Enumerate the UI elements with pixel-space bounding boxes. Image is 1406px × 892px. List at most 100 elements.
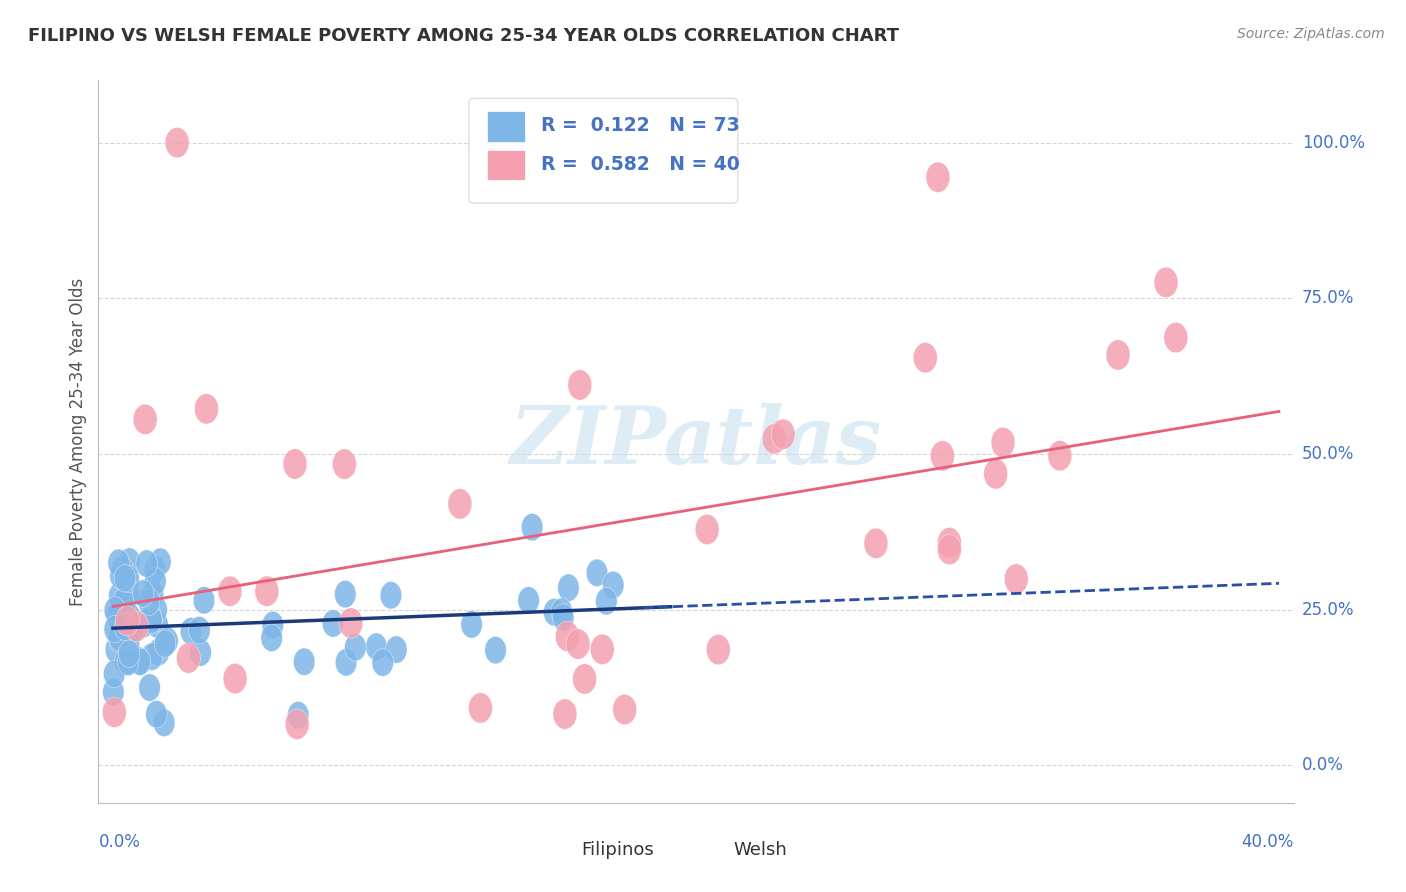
- Text: Source: ZipAtlas.com: Source: ZipAtlas.com: [1237, 27, 1385, 41]
- Ellipse shape: [695, 515, 718, 545]
- Ellipse shape: [120, 603, 141, 631]
- Ellipse shape: [558, 574, 579, 601]
- Ellipse shape: [122, 615, 143, 643]
- Ellipse shape: [141, 606, 162, 633]
- Ellipse shape: [125, 611, 149, 641]
- Ellipse shape: [567, 629, 591, 659]
- Ellipse shape: [114, 565, 135, 592]
- Ellipse shape: [118, 582, 139, 609]
- Ellipse shape: [193, 587, 215, 614]
- Ellipse shape: [111, 556, 134, 583]
- Ellipse shape: [165, 128, 188, 158]
- Ellipse shape: [339, 607, 363, 638]
- Ellipse shape: [118, 648, 139, 675]
- Ellipse shape: [262, 611, 284, 639]
- Ellipse shape: [322, 610, 344, 637]
- FancyBboxPatch shape: [470, 98, 738, 203]
- Ellipse shape: [108, 624, 129, 651]
- FancyBboxPatch shape: [486, 150, 524, 180]
- Ellipse shape: [115, 606, 139, 636]
- Ellipse shape: [380, 582, 402, 609]
- Ellipse shape: [188, 616, 209, 644]
- Ellipse shape: [145, 567, 166, 595]
- Ellipse shape: [762, 424, 786, 454]
- Ellipse shape: [522, 514, 543, 541]
- Ellipse shape: [104, 597, 125, 624]
- Ellipse shape: [551, 598, 572, 625]
- Ellipse shape: [591, 634, 614, 665]
- Text: Welsh: Welsh: [733, 841, 787, 860]
- Ellipse shape: [385, 636, 408, 664]
- Ellipse shape: [138, 588, 160, 615]
- Ellipse shape: [262, 624, 283, 651]
- Ellipse shape: [218, 576, 242, 607]
- Ellipse shape: [596, 588, 617, 615]
- Ellipse shape: [613, 694, 637, 724]
- Ellipse shape: [553, 699, 576, 730]
- Ellipse shape: [128, 647, 149, 674]
- Text: 75.0%: 75.0%: [1302, 289, 1354, 307]
- Ellipse shape: [146, 596, 167, 624]
- Ellipse shape: [770, 419, 794, 450]
- Ellipse shape: [1004, 564, 1028, 594]
- Ellipse shape: [572, 664, 596, 694]
- Ellipse shape: [132, 610, 155, 638]
- Ellipse shape: [146, 700, 167, 728]
- Ellipse shape: [118, 631, 139, 658]
- Ellipse shape: [105, 636, 127, 663]
- Ellipse shape: [103, 698, 127, 728]
- Text: R =  0.582   N = 40: R = 0.582 N = 40: [541, 154, 740, 174]
- Ellipse shape: [553, 604, 574, 632]
- Ellipse shape: [544, 599, 565, 626]
- Ellipse shape: [156, 627, 179, 655]
- Ellipse shape: [603, 571, 624, 599]
- Y-axis label: Female Poverty Among 25-34 Year Olds: Female Poverty Among 25-34 Year Olds: [69, 277, 87, 606]
- Ellipse shape: [991, 427, 1015, 458]
- Ellipse shape: [141, 605, 162, 632]
- Text: FILIPINO VS WELSH FEMALE POVERTY AMONG 25-34 YEAR OLDS CORRELATION CHART: FILIPINO VS WELSH FEMALE POVERTY AMONG 2…: [28, 27, 898, 45]
- Text: 0.0%: 0.0%: [98, 833, 141, 851]
- Text: 100.0%: 100.0%: [1302, 134, 1365, 152]
- Ellipse shape: [468, 693, 492, 723]
- Ellipse shape: [194, 393, 218, 424]
- Ellipse shape: [287, 701, 309, 729]
- Ellipse shape: [224, 664, 247, 694]
- Ellipse shape: [332, 449, 356, 479]
- Ellipse shape: [110, 562, 131, 590]
- Text: R =  0.122   N = 73: R = 0.122 N = 73: [541, 116, 740, 136]
- Ellipse shape: [938, 527, 962, 558]
- Ellipse shape: [132, 580, 153, 607]
- Ellipse shape: [865, 528, 889, 558]
- Ellipse shape: [107, 602, 128, 630]
- Ellipse shape: [335, 581, 356, 607]
- Ellipse shape: [141, 643, 163, 671]
- Ellipse shape: [118, 548, 141, 575]
- Ellipse shape: [931, 441, 955, 471]
- Ellipse shape: [114, 648, 136, 675]
- Text: 0.0%: 0.0%: [1302, 756, 1344, 774]
- Ellipse shape: [180, 617, 201, 645]
- Ellipse shape: [373, 648, 394, 676]
- Ellipse shape: [190, 639, 211, 666]
- Ellipse shape: [108, 549, 129, 576]
- Ellipse shape: [335, 648, 357, 676]
- Ellipse shape: [104, 615, 125, 643]
- Ellipse shape: [586, 559, 607, 587]
- FancyBboxPatch shape: [692, 839, 725, 862]
- Ellipse shape: [134, 404, 157, 434]
- Ellipse shape: [344, 633, 366, 661]
- Ellipse shape: [114, 611, 135, 639]
- Ellipse shape: [118, 566, 139, 592]
- Ellipse shape: [145, 556, 166, 583]
- Text: 40.0%: 40.0%: [1241, 833, 1294, 851]
- Ellipse shape: [366, 633, 387, 660]
- Ellipse shape: [177, 643, 201, 673]
- Ellipse shape: [1164, 323, 1188, 353]
- Ellipse shape: [914, 343, 938, 373]
- Ellipse shape: [254, 576, 278, 607]
- Text: 25.0%: 25.0%: [1302, 600, 1354, 619]
- Ellipse shape: [517, 587, 540, 614]
- Ellipse shape: [114, 614, 136, 640]
- Ellipse shape: [938, 534, 962, 565]
- Ellipse shape: [485, 636, 506, 664]
